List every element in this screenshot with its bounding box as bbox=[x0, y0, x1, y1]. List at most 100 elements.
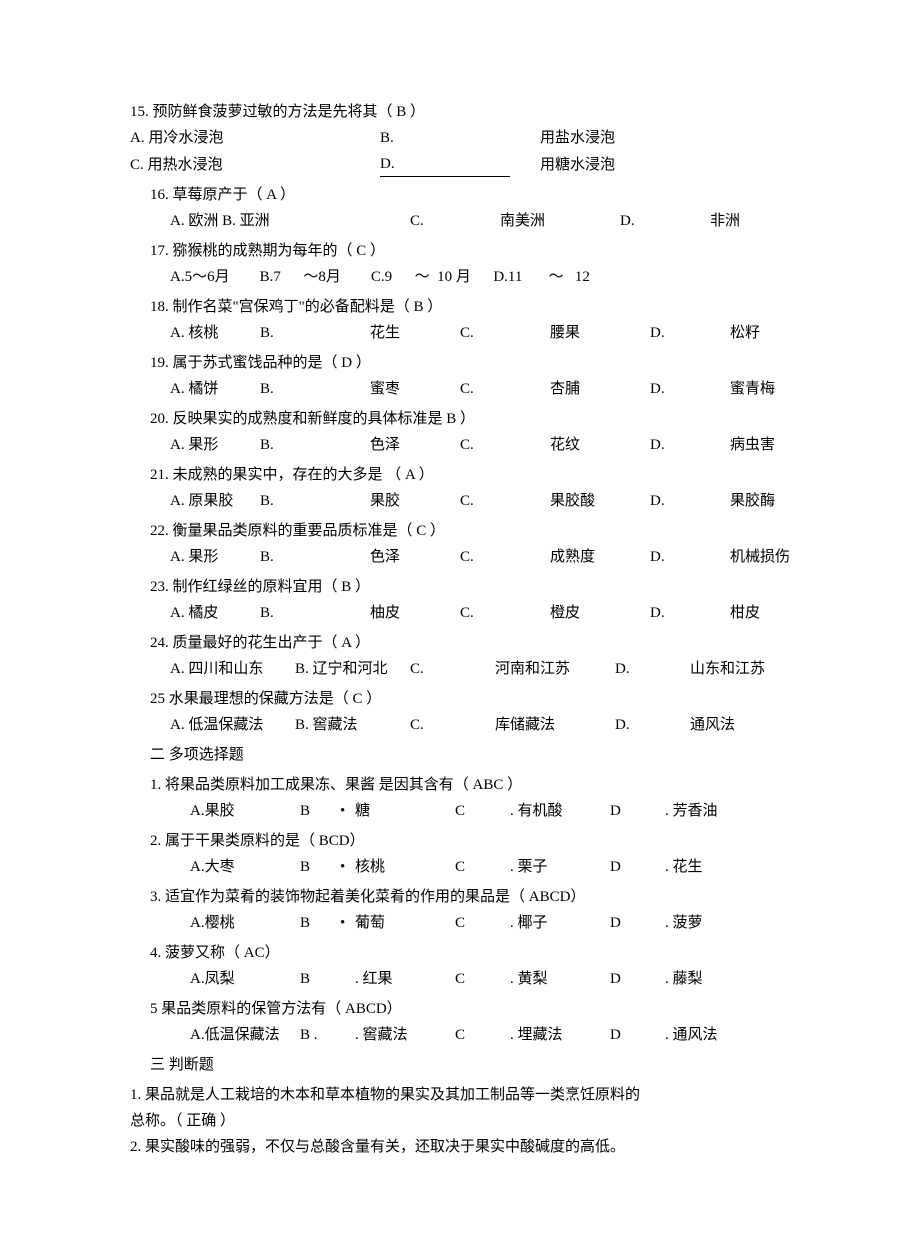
dot bbox=[495, 1023, 510, 1047]
opt-c-text: 库储藏法 bbox=[495, 713, 615, 737]
question-18: 18. 制作名菜"宫保鸡丁"的必备配料是（ B ）A. 核桃B.花生C.腰果D.… bbox=[150, 295, 800, 345]
question-options: A. 欧洲 B. 亚洲C.南美洲D.非洲 bbox=[170, 209, 800, 233]
opt-a: A.樱桃 bbox=[190, 911, 300, 935]
question-stem: 22. 衡量果品类原料的重要品质标准是（ C ） bbox=[150, 519, 800, 543]
question-stem: 4. 菠萝又称（ AC） bbox=[150, 941, 800, 965]
opt-d-label: D bbox=[610, 967, 650, 991]
gap bbox=[310, 377, 370, 401]
opt-b: B. 窖藏法 bbox=[295, 713, 410, 737]
dot bbox=[650, 799, 665, 823]
question-options: A. 果形B.色泽C.花纹D.病虫害 bbox=[170, 433, 800, 457]
opt-b-text: 糖 bbox=[355, 799, 455, 823]
gap bbox=[460, 209, 500, 233]
gap bbox=[700, 433, 730, 457]
opt-a: A. 橘皮 bbox=[170, 601, 260, 625]
opt-c-label: C bbox=[455, 799, 495, 823]
question-stem: 23. 制作红绿丝的原料宜用（ B ） bbox=[150, 575, 800, 599]
opt-c-text: 南美洲 bbox=[500, 209, 620, 233]
question-stem: 24. 质量最好的花生出产于（ A ） bbox=[150, 631, 800, 655]
q15-row1: A. 用冷水浸泡 B. 用盐水浸泡 bbox=[130, 126, 800, 150]
multi-question-5: 5 果品类原料的保管方法有（ ABCD）A.低温保藏法B .. 窖藏法C. 埋藏… bbox=[150, 997, 800, 1047]
q15-opt-d-label: D. bbox=[380, 152, 410, 177]
tf-line: 总称。（ 正确 ） bbox=[130, 1109, 800, 1133]
gap bbox=[700, 489, 730, 513]
dot bbox=[650, 967, 665, 991]
opt-b: B. 辽宁和河北 bbox=[295, 657, 410, 681]
question-stem: 20. 反映果实的成熟度和新鲜度的具体标准是 B ） bbox=[150, 407, 800, 431]
opt-d-label: D. bbox=[615, 657, 660, 681]
opt-c-label: C. bbox=[460, 545, 510, 569]
question-stem: 1. 将果品类原料加工成果冻、果酱 是因其含有（ ABC ） bbox=[150, 773, 800, 797]
question-options: A.凤梨B. 红果C. 黄梨D. 藤梨 bbox=[190, 967, 800, 991]
question-options: A. 低温保藏法B. 窖藏法C.库储藏法D.通风法 bbox=[170, 713, 800, 737]
opt-a: A.低温保藏法 bbox=[190, 1023, 300, 1047]
opt-c-label: C bbox=[455, 855, 495, 879]
opt-c-label: C bbox=[455, 1023, 495, 1047]
q15-opt-c: C. 用热水浸泡 bbox=[130, 153, 380, 177]
opt-d-label: D bbox=[610, 1023, 650, 1047]
q15-opt-b-label: B. bbox=[380, 126, 410, 150]
gap bbox=[700, 377, 730, 401]
gap bbox=[410, 126, 540, 150]
opt-b-label: B bbox=[300, 967, 340, 991]
question-20: 20. 反映果实的成熟度和新鲜度的具体标准是 B ）A. 果形B.色泽C.花纹D… bbox=[150, 407, 800, 457]
gap bbox=[510, 545, 550, 569]
opt-b-label: B. bbox=[260, 601, 310, 625]
opt-c-label: C. bbox=[410, 713, 455, 737]
opt-d-label: D bbox=[610, 911, 650, 935]
question-stem: 19. 属于苏式蜜饯品种的是（ D ） bbox=[150, 351, 800, 375]
bullet-icon: • bbox=[340, 855, 355, 879]
opt-d-text: 蜜青梅 bbox=[730, 377, 775, 401]
opt-c-label: C. bbox=[410, 209, 460, 233]
opt-a: A. 果形 bbox=[170, 433, 260, 457]
opt-a: A. 核桃 bbox=[170, 321, 260, 345]
opt-c-label: C. bbox=[460, 489, 510, 513]
opt-a: A.大枣 bbox=[190, 855, 300, 879]
opt-a: A. 橘饼 bbox=[170, 377, 260, 401]
opt-a: A. 四川和山东 bbox=[170, 657, 295, 681]
question-23: 23. 制作红绿丝的原料宜用（ B ）A. 橘皮B.柚皮C.橙皮D.柑皮 bbox=[150, 575, 800, 625]
opt-b-label: B. bbox=[260, 377, 310, 401]
gap bbox=[310, 321, 370, 345]
opt-c-text: . 栗子 bbox=[510, 855, 610, 879]
gap bbox=[660, 657, 690, 681]
opt-d-text: 果胶酶 bbox=[730, 489, 775, 513]
opt-d-label: D. bbox=[620, 209, 670, 233]
dot bbox=[495, 911, 510, 935]
opt-b-text: 蜜枣 bbox=[370, 377, 460, 401]
opt-b-label: B. bbox=[260, 545, 310, 569]
opt-d-text: . 芳香油 bbox=[665, 799, 718, 823]
question-options: A. 四川和山东B. 辽宁和河北C.河南和江苏D.山东和江苏 bbox=[170, 657, 800, 681]
multi-question-4: 4. 菠萝又称（ AC）A.凤梨B. 红果C. 黄梨D. 藤梨 bbox=[150, 941, 800, 991]
question-17: 17. 猕猴桃的成熟期为每年的（ C ）A.5～6月 B.7 ～8月 C.9 ～… bbox=[150, 239, 800, 289]
opt-b-label: B. bbox=[260, 433, 310, 457]
gap bbox=[310, 545, 370, 569]
question-options: A.低温保藏法B .. 窖藏法C. 埋藏法D. 通风法 bbox=[190, 1023, 800, 1047]
opt-a: A. 低温保藏法 bbox=[170, 713, 295, 737]
opt-d-text: 松籽 bbox=[730, 321, 760, 345]
gap bbox=[510, 377, 550, 401]
opt-b-label: B bbox=[300, 911, 340, 935]
question-options: A.樱桃B•葡萄C. 椰子D. 菠萝 bbox=[190, 911, 800, 935]
question-stem: 18. 制作名菜"宫保鸡丁"的必备配料是（ B ） bbox=[150, 295, 800, 319]
opt-c-text: 橙皮 bbox=[550, 601, 650, 625]
opt-a: A.凤梨 bbox=[190, 967, 300, 991]
q15-stem: 15. 预防鲜食菠萝过敏的方法是先将其（ B ） bbox=[130, 100, 800, 124]
question-stem: 17. 猕猴桃的成熟期为每年的（ C ） bbox=[150, 239, 800, 263]
opt-d-text: 非洲 bbox=[710, 209, 740, 233]
question-24: 24. 质量最好的花生出产于（ A ）A. 四川和山东B. 辽宁和河北C.河南和… bbox=[150, 631, 800, 681]
q15-opt-d-text: 用糖水浸泡 bbox=[510, 153, 615, 177]
gap bbox=[700, 545, 730, 569]
question-options: A. 橘皮B.柚皮C.橙皮D.柑皮 bbox=[170, 601, 800, 625]
opt-d-label: D. bbox=[650, 545, 700, 569]
dot bbox=[650, 1023, 665, 1047]
opt-d-text: . 花生 bbox=[665, 855, 703, 879]
gap bbox=[700, 321, 730, 345]
opt-c-label: C. bbox=[410, 657, 455, 681]
question-21: 21. 未成熟的果实中，存在的大多是 （ A ）A. 原果胶B.果胶C.果胶酸D… bbox=[150, 463, 800, 513]
opt-d-text: . 藤梨 bbox=[665, 967, 703, 991]
opt-b-text: 果胶 bbox=[370, 489, 460, 513]
gap bbox=[510, 601, 550, 625]
dot bbox=[495, 799, 510, 823]
opt-c-text: 成熟度 bbox=[550, 545, 650, 569]
